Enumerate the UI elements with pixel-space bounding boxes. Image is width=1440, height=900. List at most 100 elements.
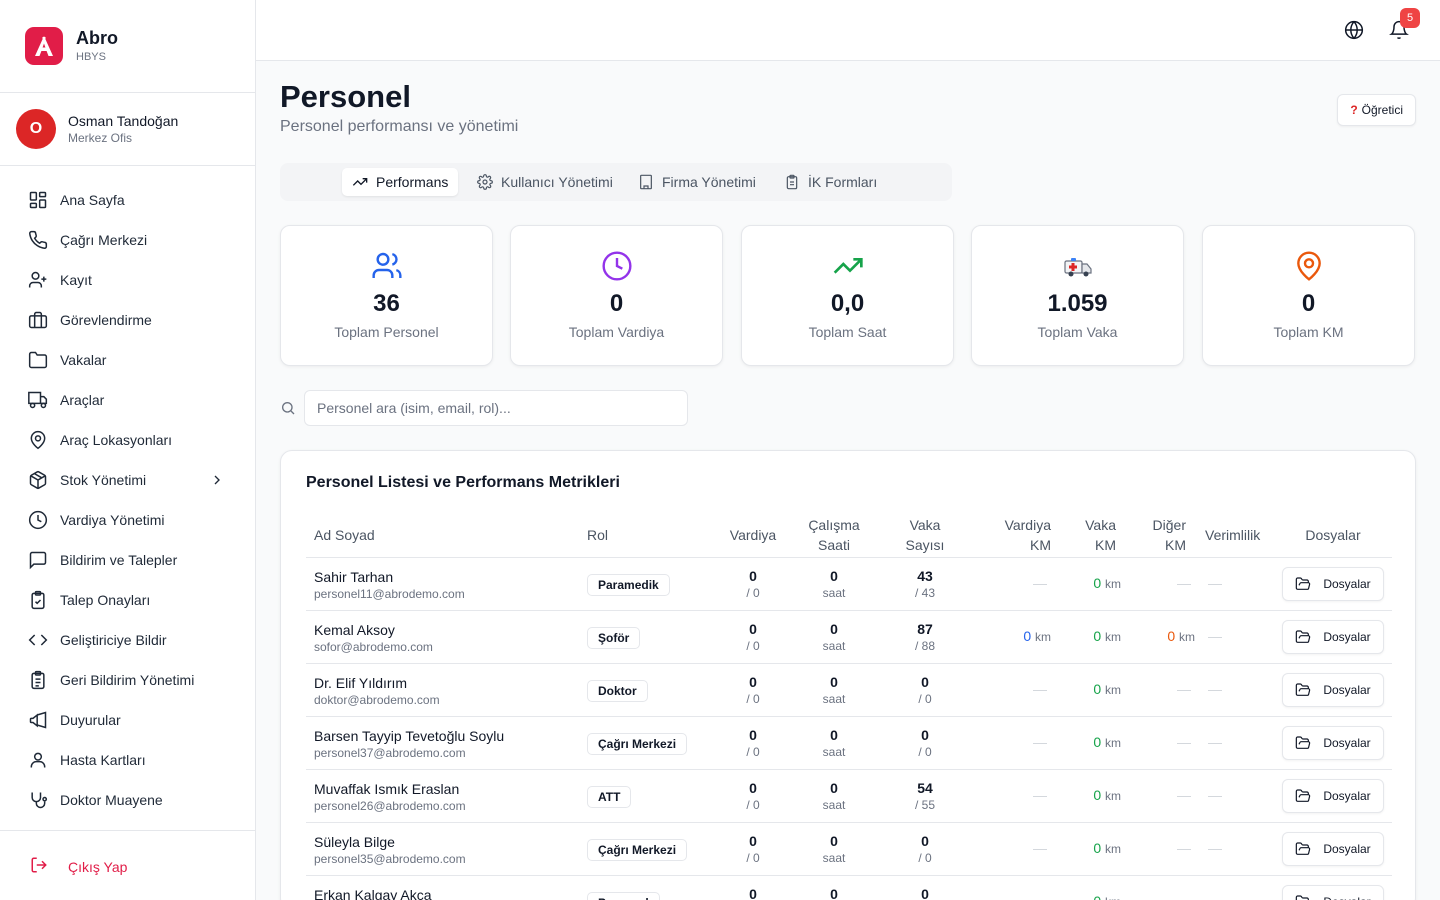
stat-card-saat: 0,0 Toplam Saat: [741, 225, 954, 366]
table-row[interactable]: Sahir Tarhan personel11@abrodemo.com Param…: [306, 558, 1392, 611]
sidebar-item-talep-onaylari[interactable]: Talep Onayları: [0, 580, 255, 620]
table-row[interactable]: Barsen Tayyip Tevetoğlu Soylu personel37@…: [306, 717, 1392, 770]
sidebar-item-ana-sayfa[interactable]: Ana Sayfa: [0, 180, 255, 220]
stat-value: 0,0: [830, 290, 865, 317]
shift-value: 0: [749, 727, 757, 743]
hours-value: 0: [830, 780, 838, 796]
table-row[interactable]: Muvaffak Ismık Eraslan personel26@abrodem…: [306, 770, 1392, 823]
sidebar-item-hasta-kartlari[interactable]: Hasta Kartları: [0, 740, 255, 780]
sidebar-item-label: Araçlar: [60, 392, 105, 408]
sidebar-item-cagri-merkezi[interactable]: Çağrı Merkezi: [0, 220, 255, 260]
tab-label: Performans: [376, 174, 449, 190]
table-row[interactable]: Süleyla Bilge personel35@abrodemo.com Çağr…: [306, 823, 1392, 876]
col-other-km: Diğer KM: [1131, 511, 1186, 558]
sidebar-item-label: Vardiya Yönetimi: [60, 512, 165, 528]
files-button[interactable]: Dosyalar: [1282, 726, 1384, 760]
dashboard-icon: [28, 190, 48, 210]
files-button[interactable]: Dosyalar: [1282, 620, 1384, 654]
case-km-value: 0: [1093, 840, 1102, 856]
sidebar-item-gorevlendirme[interactable]: Görevlendirme: [0, 300, 255, 340]
role-badge: Personel: [587, 892, 660, 900]
sidebar-item-araclar[interactable]: Araçlar: [0, 380, 255, 420]
user-profile[interactable]: O Osman Tandoğan Merkez Ofis: [0, 93, 255, 166]
clock-icon: [28, 510, 48, 530]
sidebar-item-vardiya-yonetimi[interactable]: Vardiya Yönetimi: [0, 500, 255, 540]
hours-unit: saat: [822, 692, 846, 706]
brand-logo: [25, 27, 63, 65]
sidebar-item-label: Vakalar: [60, 352, 107, 368]
sidebar-item-kayit[interactable]: Kayıt: [0, 260, 255, 300]
role-badge: ATT: [587, 786, 632, 808]
files-button[interactable]: Dosyalar: [1282, 832, 1384, 866]
sidebar-item-doktor-muayene[interactable]: Doktor Muayene: [0, 780, 255, 820]
files-button[interactable]: Dosyalar: [1282, 779, 1384, 813]
case-km-value: 0: [1093, 893, 1101, 900]
sidebar-item-geri-bildirim-yonetimi[interactable]: Geri Bildirim Yönetimi: [0, 660, 255, 700]
tab-performans[interactable]: Performans: [342, 168, 459, 196]
folder-icon: [28, 350, 48, 370]
notification-badge: 5: [1400, 8, 1420, 28]
sidebar-item-duyurular[interactable]: Duyurular: [0, 700, 255, 740]
table-row[interactable]: Erkan Kalgay AkçaPersonel00saat0—0 km——D…: [306, 876, 1392, 900]
brand[interactable]: Abro HBYS: [0, 0, 255, 93]
topbar: 5: [256, 0, 1440, 61]
case-km-value: 0: [1093, 734, 1102, 750]
sidebar-item-stok-yonetimi[interactable]: Stok Yönetimi: [0, 460, 255, 500]
hours-value: 0: [830, 886, 838, 900]
stat-label: Toplam Vaka: [1037, 324, 1118, 340]
files-label: Dosyalar: [1323, 683, 1371, 697]
tab-kullanici-yonetimi[interactable]: Kullanıcı Yönetimi: [467, 168, 623, 196]
shift-km: 0 km: [981, 628, 1051, 644]
other-km-empty: —: [1177, 840, 1191, 856]
sidebar-item-gelistiriciye-bildir[interactable]: Geliştiriciye Bildir: [0, 620, 255, 660]
cases-value: 43: [917, 568, 933, 584]
stat-value: 36: [373, 290, 400, 317]
cases-total: / 0: [918, 745, 932, 759]
search-input[interactable]: [304, 390, 688, 426]
logout-button[interactable]: Çıkış Yap: [30, 856, 127, 877]
folder-open-icon: [1295, 682, 1311, 698]
personnel-name: Muvaffak Ismık Eraslan: [314, 781, 460, 797]
tab-ik-formlari[interactable]: İK Formları: [774, 168, 887, 196]
bell-icon[interactable]: [1389, 20, 1409, 45]
sidebar-item-bildirim-ve-talepler[interactable]: Bildirim ve Talepler: [0, 540, 255, 580]
files-button[interactable]: Dosyalar: [1282, 885, 1384, 900]
other-km-empty: —: [1177, 734, 1191, 750]
stethoscope-icon: [28, 790, 48, 810]
tutorial-button[interactable]: ? Öğretici: [1337, 94, 1416, 126]
col-shift-km-line2: KM: [1030, 536, 1051, 553]
globe-icon[interactable]: [1344, 20, 1364, 45]
files-label: Dosyalar: [1323, 789, 1371, 803]
case-km: 0 km: [1051, 840, 1121, 856]
chevron-right-icon[interactable]: [209, 472, 225, 491]
tab-label: İK Formları: [808, 174, 878, 190]
shift-total: / 0: [746, 798, 760, 812]
files-button[interactable]: Dosyalar: [1282, 567, 1384, 601]
cases-value: 0: [921, 727, 929, 743]
shift-value: 0: [749, 886, 757, 900]
shift-value: 0: [749, 780, 757, 796]
sidebar-item-vakalar[interactable]: Vakalar: [0, 340, 255, 380]
page-title: Personel: [280, 79, 411, 114]
col-shift-km-line1: Vardiya: [1004, 516, 1051, 533]
efficiency-empty: —: [1208, 734, 1222, 750]
case-km: 0 km: [1051, 893, 1121, 900]
sidebar-item-label: Bildirim ve Talepler: [60, 552, 178, 568]
personnel-email: sofor@abrodemo.com: [314, 640, 433, 654]
logout-icon: [30, 856, 48, 877]
personnel-table-card: Personel Listesi ve Performans Metrikler…: [280, 450, 1416, 900]
sidebar-item-arac-lokasyonlari[interactable]: Araç Lokasyonları: [0, 420, 255, 460]
files-button[interactable]: Dosyalar: [1282, 673, 1384, 707]
brand-subtitle: HBYS: [76, 51, 106, 63]
personnel-name: Erkan Kalgay Akça: [314, 887, 432, 900]
col-hours: Çalışma Saati: [796, 511, 872, 558]
shift-total: / 0: [746, 639, 760, 653]
other-km: 0 km: [1125, 628, 1195, 644]
table-row[interactable]: Dr. Elif Yıldırım doktor@abrodemo.com Dokt…: [306, 664, 1392, 717]
gear-icon: [477, 174, 493, 190]
cases-value: 0: [921, 833, 929, 849]
tab-firma-yonetimi[interactable]: Firma Yönetimi: [628, 168, 766, 196]
personnel-name: Barsen Tayyip Tevetoğlu Soylu: [314, 728, 505, 744]
sidebar-item-label: Hasta Kartları: [60, 752, 146, 768]
